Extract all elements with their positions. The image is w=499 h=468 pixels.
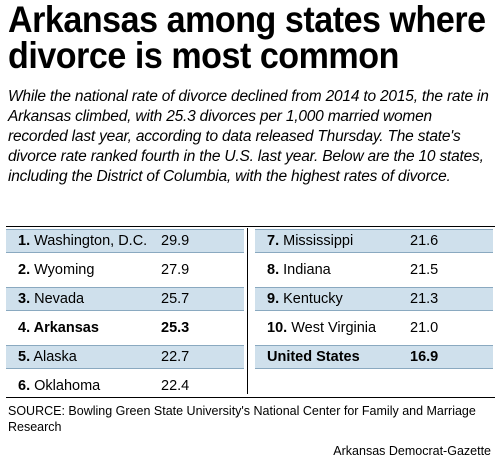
table-row: 7. Mississippi 21.6	[255, 229, 493, 253]
intro-paragraph: While the national rate of divorce decli…	[8, 88, 489, 185]
table-left-column: 1. Washington, D.C. 29.9 2. Wyoming 27.9…	[6, 229, 244, 403]
source-note: SOURCE: Bowling Green State University's…	[8, 404, 476, 434]
table-row: 5. Alaska 22.7	[6, 345, 244, 369]
table-row: 2. Wyoming 27.9	[6, 258, 244, 282]
row-state: Washington, D.C.	[34, 233, 148, 249]
row-value: 16.9	[410, 349, 439, 365]
column-divider	[247, 228, 248, 394]
table-right-column: 7. Mississippi 21.6 8. Indiana 21.5 9. K…	[255, 229, 493, 374]
row-value: 27.9	[161, 262, 190, 278]
credit-line: Arkansas Democrat-Gazette	[333, 444, 491, 458]
row-rank: 7.	[267, 233, 280, 249]
row-state: Oklahoma	[34, 378, 101, 394]
row-value: 21.0	[410, 320, 439, 336]
row-state: Nevada	[34, 291, 85, 307]
row-rank: 2.	[18, 262, 31, 278]
row-value: 21.3	[410, 291, 439, 307]
row-state: Kentucky	[283, 291, 343, 307]
table-row: 10. West Virginia 21.0	[255, 316, 493, 340]
row-rank: 1.	[18, 233, 31, 249]
row-value: 29.9	[161, 233, 190, 249]
row-rank: 4.	[18, 320, 31, 336]
row-state: Indiana	[283, 262, 331, 278]
table-row: 1. Washington, D.C. 29.9	[6, 229, 244, 253]
row-rank: 5.	[18, 349, 31, 365]
row-rank: 3.	[18, 291, 31, 307]
row-value: 25.3	[161, 320, 190, 336]
row-value: 22.7	[161, 349, 190, 365]
row-value: 21.5	[410, 262, 439, 278]
row-rank: 9.	[267, 291, 280, 307]
table-row-us-total: United States 16.9	[255, 345, 493, 369]
row-rank: 8.	[267, 262, 280, 278]
row-state: Alaska	[33, 349, 77, 365]
row-rank: 6.	[18, 378, 31, 394]
row-state: West Virginia	[291, 320, 377, 336]
headline-line-2: divorce is most common	[8, 35, 399, 76]
row-state: Mississippi	[283, 233, 354, 249]
table-row: 8. Indiana 21.5	[255, 258, 493, 282]
row-rank: 10.	[267, 320, 288, 336]
headline-line-1: Arkansas among states where	[8, 0, 486, 40]
headline: Arkansas among states where divorce is m…	[8, 0, 486, 76]
row-state: Arkansas	[33, 320, 99, 336]
row-state: United States	[267, 349, 360, 365]
table-row: 9. Kentucky 21.3	[255, 287, 493, 311]
row-value: 25.7	[161, 291, 190, 307]
table-bottom-rule	[6, 397, 495, 398]
table-row: 3. Nevada 25.7	[6, 287, 244, 311]
table-row: 6. Oklahoma 22.4	[6, 374, 244, 398]
row-state: Wyoming	[34, 262, 95, 278]
table-top-rule	[6, 226, 495, 227]
table-row: 4. Arkansas 25.3	[6, 316, 244, 340]
row-value: 21.6	[410, 233, 439, 249]
row-value: 22.4	[161, 378, 190, 394]
